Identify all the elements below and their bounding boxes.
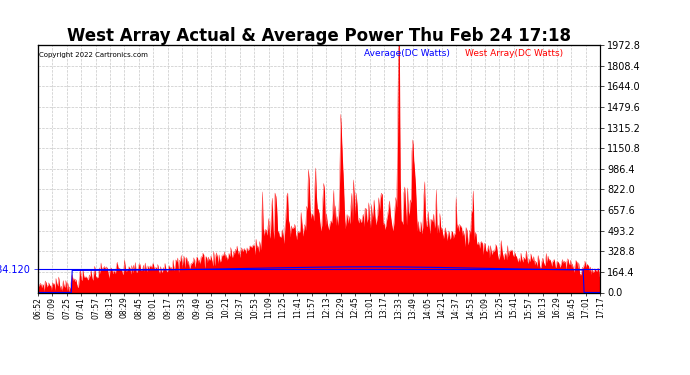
Text: West Array(DC Watts): West Array(DC Watts) [465,49,564,58]
Text: Average(DC Watts): Average(DC Watts) [364,49,450,58]
Title: West Array Actual & Average Power Thu Feb 24 17:18: West Array Actual & Average Power Thu Fe… [67,27,571,45]
Text: Copyright 2022 Cartronics.com: Copyright 2022 Cartronics.com [39,53,148,58]
